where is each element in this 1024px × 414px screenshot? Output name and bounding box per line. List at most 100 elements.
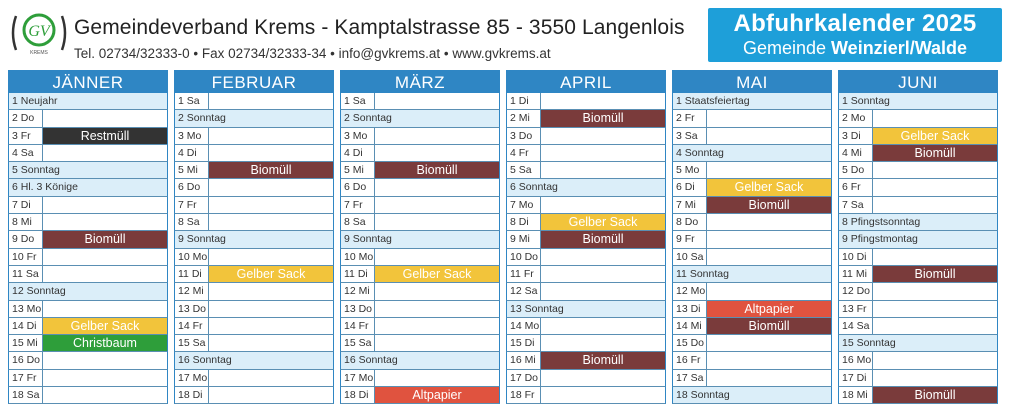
day-row: 2 Sonntag [174, 110, 334, 128]
day-label: 12 Mi [175, 283, 209, 300]
month-column: MÄRZ 1 Sa 2 Sonntag 3 Mo 4 Di 5 Mi Biomüll 6 Do… [340, 70, 500, 405]
day-label: 11 Fr [507, 265, 541, 283]
day-label: 12 Do [839, 283, 873, 300]
day-row: 15 Do [672, 335, 832, 353]
day-label: 7 Fr [175, 196, 209, 214]
empty-cell [43, 370, 167, 386]
day-row: 2 Fr [672, 110, 832, 128]
day-label: 4 Fr [507, 144, 541, 162]
day-label: 9 Sonntag [341, 231, 499, 248]
svg-text:KREMS: KREMS [30, 50, 48, 56]
day-row: 16 Fr [672, 352, 832, 370]
day-label: 16 Fr [673, 352, 707, 369]
empty-cell [375, 318, 499, 334]
day-row: 6 Hl. 3 Könige [8, 179, 168, 197]
month-column: MAI 1 Staatsfeiertag 2 Fr 3 Sa 4 Sonntag 5 Mo… [672, 70, 832, 405]
day-row: 14 Fr [174, 317, 334, 336]
empty-cell [43, 387, 167, 403]
day-row: 5 Do [838, 162, 998, 180]
day-row: 4 Sa [8, 144, 168, 163]
collection-event: Biomüll [43, 231, 167, 248]
empty-cell [707, 370, 831, 386]
day-row: 12 Mi [174, 283, 334, 301]
day-label: 1 Sa [341, 93, 375, 110]
day-row: 17 Mo [174, 369, 334, 388]
empty-cell [43, 214, 167, 230]
day-label: 1 Neujahr [9, 93, 167, 110]
empty-cell [43, 352, 167, 368]
empty-cell [209, 318, 333, 334]
day-row: 7 Mi Biomüll [672, 196, 832, 215]
day-label: 17 Sa [673, 369, 707, 387]
day-label: 15 Sa [175, 335, 209, 352]
day-label: 2 Do [9, 110, 43, 127]
day-row: 17 Do [506, 369, 666, 388]
day-row: 15 Sa [174, 335, 334, 353]
day-label: 12 Sonntag [9, 283, 167, 300]
day-label: 15 Sonntag [839, 335, 997, 352]
day-label: 6 Do [341, 179, 375, 196]
empty-cell [541, 93, 665, 109]
collection-event: Biomüll [873, 387, 997, 404]
day-row: 8 Di Gelber Sack [506, 214, 666, 232]
calendar-title-box: Abfuhrkalender 2025 Gemeinde Weinzierl/W… [708, 8, 1002, 62]
day-row: 6 Do [340, 179, 500, 197]
day-label: 5 Sonntag [9, 162, 167, 179]
day-label: 7 Mi [673, 196, 707, 214]
day-row: 6 Fr [838, 179, 998, 197]
day-label: 14 Fr [341, 317, 375, 335]
day-label: 13 Mo [9, 300, 43, 317]
day-label: 3 Sa [673, 127, 707, 144]
month-column: JÄNNER 1 Neujahr 2 Do 3 Fr Restmüll 4 Sa 5 Son… [8, 70, 168, 405]
day-label: 13 Do [341, 300, 375, 317]
day-row: 17 Di [838, 369, 998, 388]
collection-event: Biomüll [209, 162, 333, 179]
day-row: 4 Sonntag [672, 144, 832, 163]
day-label: 2 Mi [507, 110, 541, 127]
day-row: 3 Mo [340, 127, 500, 145]
day-label: 12 Mo [673, 283, 707, 300]
day-row: 17 Fr [8, 369, 168, 388]
day-label: 11 Di [175, 265, 209, 283]
day-row: 14 Mi Biomüll [672, 317, 832, 336]
collection-event: Gelber Sack [541, 214, 665, 231]
collection-event: Gelber Sack [43, 317, 167, 335]
day-label: 18 Di [175, 387, 209, 404]
day-row: 17 Mo [340, 369, 500, 388]
day-label: 18 Sa [9, 387, 43, 404]
day-row: 8 Sa [174, 214, 334, 232]
day-row: 14 Di Gelber Sack [8, 317, 168, 336]
day-label: 5 Mi [175, 162, 209, 179]
month-header: JÄNNER [8, 70, 168, 93]
day-row: 12 Sa [506, 283, 666, 301]
day-row: 5 Mi Biomüll [174, 162, 334, 180]
day-row: 1 Neujahr [8, 93, 168, 111]
empty-cell [209, 197, 333, 213]
day-row: 10 Mo [340, 248, 500, 266]
empty-cell [707, 214, 831, 230]
month-column: FEBRUAR 1 Sa 2 Sonntag 3 Mo 4 Di 5 Mi Biomüll 6… [174, 70, 334, 405]
months-grid: JÄNNER 1 Neujahr 2 Do 3 Fr Restmüll 4 Sa 5 Son… [8, 70, 1016, 414]
day-label: 8 Sa [175, 214, 209, 231]
empty-cell [541, 283, 665, 299]
day-label: 4 Sa [9, 144, 43, 162]
day-row: 14 Sa [838, 317, 998, 336]
month-column: APRIL 1 Di 2 Mi Biomüll 3 Do 4 Fr 5 Sa 6 Sonnta… [506, 70, 666, 405]
day-row: 6 Di Gelber Sack [672, 179, 832, 197]
day-row: 7 Mo [506, 196, 666, 215]
day-row: 16 Sonntag [340, 352, 500, 370]
day-label: 7 Di [9, 196, 43, 214]
month-header: MAI [672, 70, 832, 93]
empty-cell [43, 110, 167, 126]
calendar-title: Abfuhrkalender 2025 [733, 10, 977, 37]
day-label: 17 Di [839, 369, 873, 387]
day-row: 13 Sonntag [506, 300, 666, 318]
empty-cell [375, 214, 499, 230]
day-label: 17 Mo [341, 369, 375, 387]
day-label: 14 Di [9, 317, 43, 335]
day-label: 16 Mi [507, 352, 541, 369]
empty-cell [707, 110, 831, 126]
day-row: 11 Sonntag [672, 265, 832, 284]
empty-cell [209, 93, 333, 109]
empty-cell [209, 145, 333, 161]
